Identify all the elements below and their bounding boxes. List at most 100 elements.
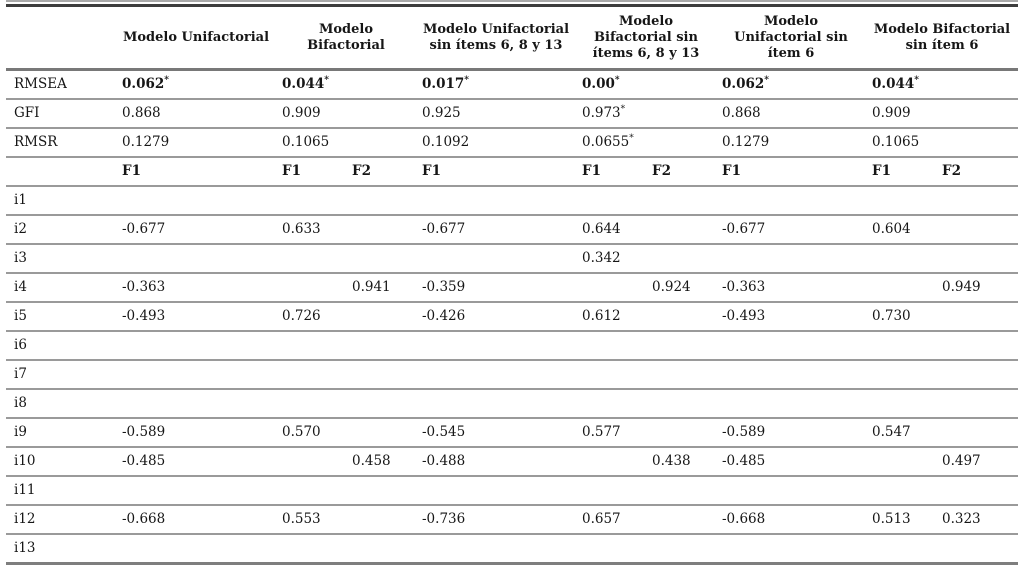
loading-cell	[346, 244, 416, 273]
loading-cell	[576, 476, 646, 505]
loading-cell	[716, 389, 866, 418]
loading-cell: -0.677	[422, 221, 466, 237]
factor-header-band: F1 F1 F2 F1 F1 F2 F1 F1 F2	[6, 157, 1019, 186]
loading-cell	[936, 534, 1018, 564]
fit-row-label: RMSEA	[14, 76, 67, 92]
loading-cell: 0.577	[582, 424, 621, 440]
corner-cell	[6, 6, 116, 70]
loading-cell	[346, 215, 416, 244]
loading-cell: -0.363	[722, 279, 766, 295]
loading-cell	[866, 360, 936, 389]
loading-cell: -0.589	[122, 424, 166, 440]
loading-cell	[646, 331, 716, 360]
item-loading-rows: i1 i2 -0.677 0.633 -0.677 0.644 -0.677 0.604 i3 0…	[6, 186, 1019, 564]
fit-value-cell: 0.062*	[722, 75, 769, 92]
item-row-label: i13	[14, 540, 36, 556]
loading-cell: 0.323	[942, 511, 981, 527]
factor-label: F1	[422, 163, 441, 179]
loading-cell	[866, 186, 936, 215]
fit-value-cell: 0.1279	[122, 134, 170, 150]
fit-value-cell: 0.0655*	[582, 133, 634, 150]
item-row-label: i7	[14, 366, 27, 382]
item-row-label: i11	[14, 482, 36, 498]
loading-cell	[576, 273, 646, 302]
loading-cell	[416, 476, 576, 505]
loading-cell	[646, 389, 716, 418]
factor-header-label-cell	[6, 157, 116, 186]
loading-cell	[116, 476, 276, 505]
item-row-i5: i5 -0.493 0.726 -0.426 0.612 -0.493 0.730	[6, 302, 1019, 331]
loading-cell	[416, 186, 576, 215]
loading-cell: 0.547	[872, 424, 911, 440]
item-row-label: i1	[14, 192, 27, 208]
loading-cell: 0.342	[582, 250, 621, 266]
loading-cell: 0.949	[942, 279, 981, 295]
model-header-row: Modelo Unifactorial Modelo Bifactorial M…	[6, 6, 1019, 70]
factor-label: F1	[872, 163, 891, 179]
loading-cell: 0.458	[352, 453, 391, 469]
loading-cell: -0.488	[422, 453, 466, 469]
loading-cell	[936, 418, 1018, 447]
fit-value-cell: 0.973*	[582, 104, 626, 121]
loading-cell: -0.668	[122, 511, 166, 527]
fit-row-gfi: GFI 0.868 0.909 0.925 0.973* 0.868 0.909	[6, 99, 1019, 128]
model-header-unifactorial: Modelo Unifactorial	[122, 30, 270, 45]
factor-label: F2	[942, 163, 961, 179]
loading-cell	[346, 476, 416, 505]
loading-cell	[716, 244, 866, 273]
item-row-label: i12	[14, 511, 36, 527]
loading-cell	[116, 534, 276, 564]
loading-cell	[646, 360, 716, 389]
loading-cell	[576, 331, 646, 360]
loading-cell: 0.730	[872, 308, 911, 324]
loading-cell	[936, 302, 1018, 331]
item-row-i2: i2 -0.677 0.633 -0.677 0.644 -0.677 0.604	[6, 215, 1019, 244]
loading-cell: 0.570	[282, 424, 321, 440]
item-row-i9: i9 -0.589 0.570 -0.545 0.577 -0.589 0.547	[6, 418, 1019, 447]
fit-row-rmsr: RMSR 0.1279 0.1065 0.1092 0.0655* 0.1279 0.106…	[6, 128, 1019, 157]
loading-cell	[716, 534, 866, 564]
fit-row-label: GFI	[14, 105, 40, 121]
loading-cell	[276, 476, 346, 505]
loading-cell	[646, 476, 716, 505]
loading-cell	[866, 244, 936, 273]
factor-label: F1	[122, 163, 141, 179]
top-rule	[6, 0, 1018, 2]
fit-value-cell: 0.017*	[422, 75, 469, 92]
loading-cell	[116, 389, 276, 418]
loading-cell	[936, 476, 1018, 505]
model-header-bifactorial: Modelo Bifactorial	[307, 22, 385, 53]
loading-cell: -0.363	[122, 279, 166, 295]
loading-cell	[936, 244, 1018, 273]
loading-cell: -0.677	[722, 221, 766, 237]
loading-cell: 0.941	[352, 279, 391, 295]
model-header: Modelo Unifactorial Modelo Bifactorial M…	[6, 6, 1019, 70]
loading-cell	[866, 331, 936, 360]
loading-cell	[416, 244, 576, 273]
loading-cell	[576, 389, 646, 418]
loading-cell: 0.726	[282, 308, 321, 324]
fit-value-cell: 0.868	[122, 105, 161, 121]
loading-cell: 0.657	[582, 511, 621, 527]
factor-label: F2	[652, 163, 671, 179]
loading-cell	[576, 534, 646, 564]
loading-cell	[866, 534, 936, 564]
loading-cell	[276, 447, 346, 476]
loading-cell	[936, 186, 1018, 215]
loading-cell	[936, 331, 1018, 360]
loading-cell	[276, 534, 346, 564]
loading-cell	[346, 302, 416, 331]
loading-cell	[646, 186, 716, 215]
item-row-i4: i4 -0.363 0.941 -0.359 0.924 -0.363 0.949	[6, 273, 1019, 302]
factor-header-row: F1 F1 F2 F1 F1 F2 F1 F1 F2	[6, 157, 1019, 186]
fit-value-cell: 0.1092	[422, 134, 470, 150]
loading-cell	[716, 476, 866, 505]
item-row-label: i4	[14, 279, 27, 295]
loading-cell: -0.493	[722, 308, 766, 324]
factor-label: F1	[722, 163, 741, 179]
loading-cell: 0.513	[872, 511, 911, 527]
loading-cell: -0.677	[122, 221, 166, 237]
loading-cell	[866, 447, 936, 476]
loading-cell: -0.359	[422, 279, 466, 295]
